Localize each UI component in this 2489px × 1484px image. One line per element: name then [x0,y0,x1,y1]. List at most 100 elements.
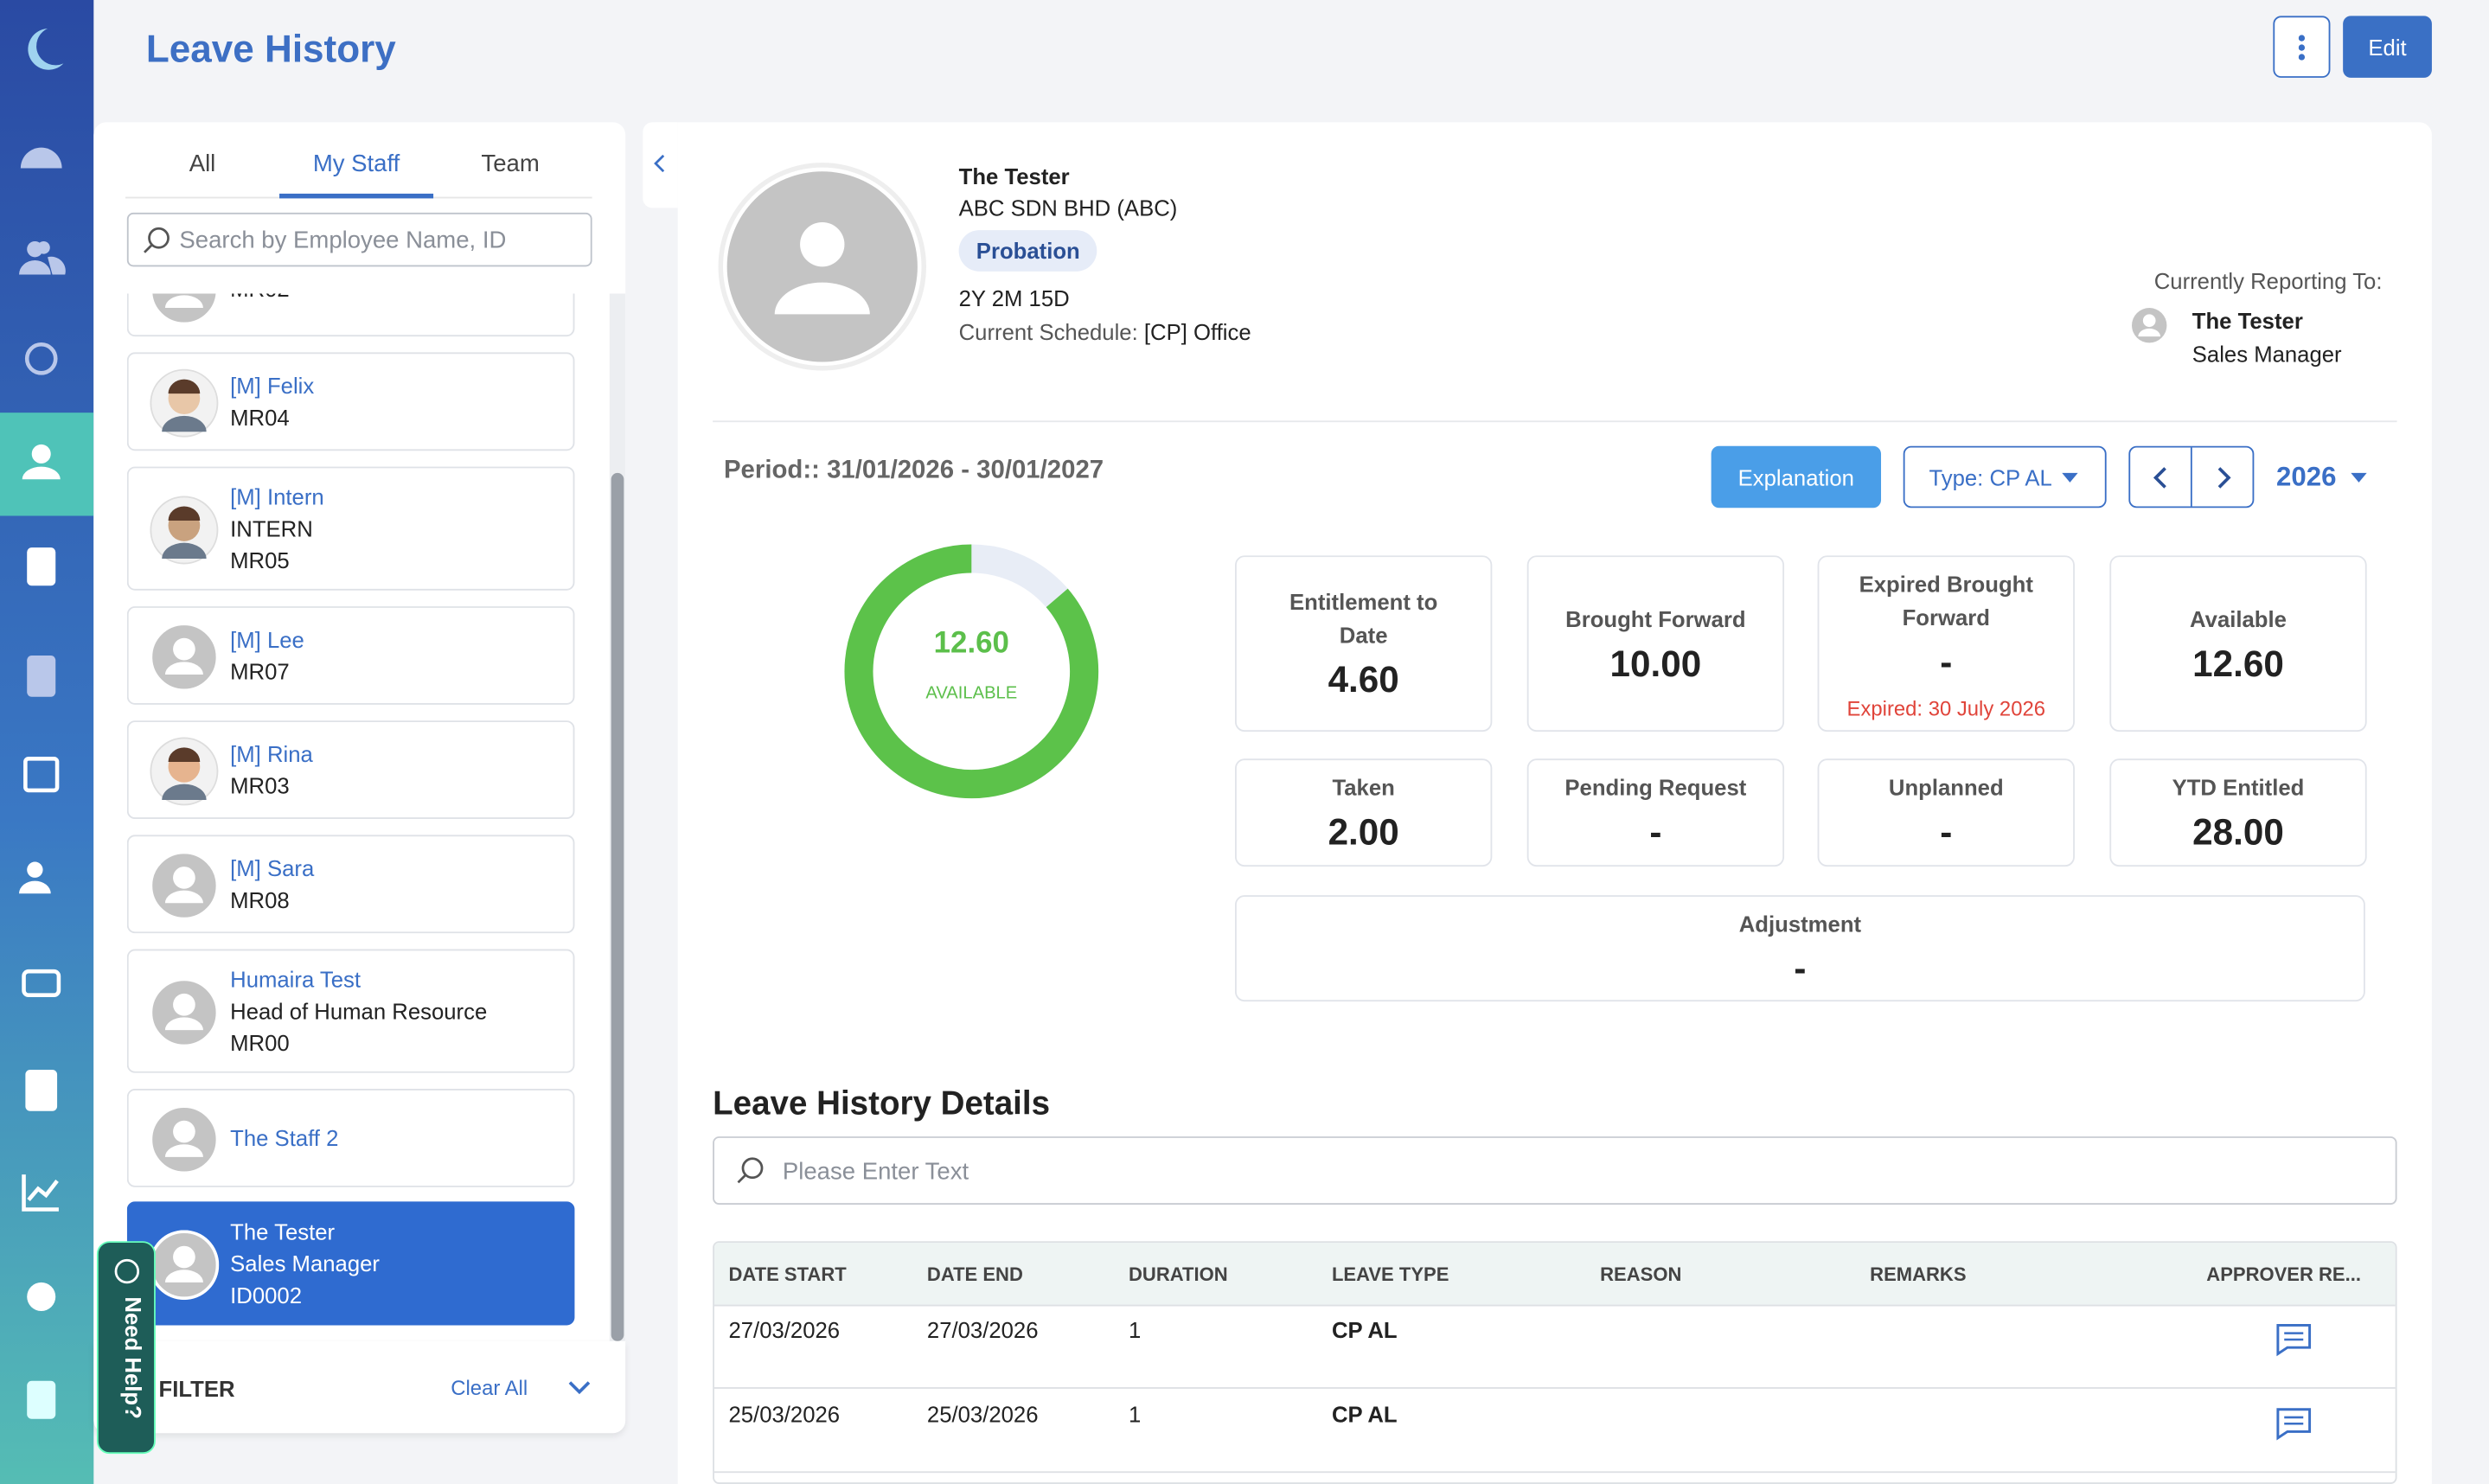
filter-toggle[interactable] [568,1379,591,1395]
staff-avatar [150,368,219,438]
help-tab[interactable]: Need Help? [96,1241,156,1455]
reporting-label: Currently Reporting To: [2153,268,2383,294]
staff-text: The Tester Sales Manager ID0002 [230,1203,380,1323]
active-nav [0,413,94,516]
period: Period:: 31/01/2026 - 30/01/2027 [723,457,1104,484]
column-header: DATE END [926,1263,1023,1286]
staff-item[interactable]: MR02 [126,293,575,337]
staff-name: [M] Sara [230,855,315,881]
stat-value: - [1794,946,1807,988]
nav-settings[interactable] [27,1282,56,1311]
column-header: DURATION [1129,1263,1228,1286]
profile-company: ABC SDN BHD (ABC) [958,195,1178,221]
more-icon [2298,34,2306,60]
details-search-icon [737,1157,764,1184]
staff-line: Head of Human Resource [230,998,488,1024]
explanation-button[interactable]: Explanation [1711,445,1882,509]
divider [713,420,2397,423]
details-search[interactable]: Please Enter Text [713,1136,2397,1205]
filter-bar: FILTER Clear All [93,1340,626,1434]
staff-text: [M] Sara MR08 [230,836,314,931]
more-button[interactable] [2273,16,2331,78]
edit-button[interactable]: Edit [2343,16,2432,78]
table-cell: CP AL [1331,1401,1398,1427]
staff-line: Sales Manager [230,1251,380,1276]
approver-remark-icon[interactable] [2275,1406,2313,1441]
schedule-value: [CP] Office [1143,318,1251,345]
tab[interactable]: My Staff [279,141,434,199]
nav-tasks[interactable] [27,655,56,697]
nav-dashboard[interactable] [20,147,62,169]
type-dropdown[interactable]: Type: CP AL [1903,445,2107,509]
stat-value: 28.00 [2192,810,2284,853]
table-header: DATE START DATE END DURATION LEAVE TYPE REAS… [713,1243,2396,1307]
staff-text: [M] Rina MR03 [230,722,313,817]
collapse-button[interactable] [643,122,678,208]
staff-search[interactable]: Search by Employee Name, ID [126,212,592,267]
donut-label: AVAILABLE [925,684,1018,704]
nav-reports[interactable] [23,756,60,793]
tab[interactable]: Team [481,150,540,178]
staff-text: [M] Intern INTERN MR05 [230,468,324,588]
stat-card: Unplanned - [1817,758,2075,867]
profile-name: The Tester [958,163,1070,189]
nav-leave[interactable] [31,444,51,464]
staff-text: [M] Felix MR04 [230,354,314,449]
year-dropdown[interactable]: 2026 [2276,462,2371,494]
staff-item[interactable]: The Tester Sales Manager ID0002 [126,1201,575,1326]
stat-label: Entitlement to Date [1289,588,1438,648]
help-label: Need Help? [120,1296,146,1419]
stat-value: - [1649,810,1662,853]
scroll-thumb[interactable] [611,472,624,1341]
stat-card: Brought Forward 10.00 [1526,555,1785,732]
nav-add-user[interactable] [27,861,43,878]
staff-item[interactable]: [M] Rina MR03 [126,720,575,820]
stat-label: Unplanned [1888,774,2004,800]
stat-card: Adjustment - [1234,895,2365,1002]
staff-line: ID0002 [230,1282,303,1308]
available-donut [844,544,1099,799]
nav-download[interactable] [27,1380,56,1419]
nav-payroll[interactable] [27,547,56,586]
nav-history[interactable] [24,342,58,375]
staff-item[interactable]: [M] Intern INTERN MR05 [126,466,575,591]
details-search-placeholder: Please Enter Text [782,1158,969,1186]
clear-all[interactable]: Clear All [451,1376,528,1400]
staff-name: The Staff 2 [230,1125,339,1151]
approver-remark-icon[interactable] [2275,1322,2313,1357]
staff-avatar [149,293,220,326]
year-pager [2128,445,2255,509]
staff-line: MR07 [230,658,290,685]
staff-item[interactable]: Humaira Test Head of Human Resource MR00 [126,949,575,1073]
stat-value: 2.00 [1328,810,1399,853]
staff-item[interactable]: [M] Lee MR07 [126,606,575,705]
stat-value: - [1940,810,1953,853]
staff-name: [M] Rina [230,741,313,767]
profile-tenure: 2Y 2M 15D [958,285,1070,311]
sidebar-icons [0,29,94,1419]
stat-card: Available 12.60 [2109,555,2367,732]
nav-documents[interactable] [25,1069,58,1111]
staff-item[interactable]: [M] Felix MR04 [126,352,575,451]
staff-avatar [149,1104,220,1175]
tab[interactable]: All [189,150,216,178]
nav-training[interactable] [22,969,61,998]
staff-name: [M] Intern [230,483,324,510]
staff-search-placeholder: Search by Employee Name, ID [179,227,507,254]
leave-table: DATE START DATE END DURATION LEAVE TYPE REAS… [713,1241,2397,1484]
staff-item[interactable]: The Staff 2 [126,1089,575,1187]
search-icon [144,227,170,253]
nav-analytics[interactable] [22,1174,59,1212]
staff-line: MR04 [230,404,290,431]
stat-value: - [1940,640,1953,682]
next-year[interactable] [2214,467,2233,489]
staff-text: Humaira Test Head of Human Resource MR00 [230,950,487,1071]
staff-item[interactable]: [M] Sara MR08 [126,835,575,934]
profile-avatar [718,163,926,371]
table-cell: 27/03/2026 [926,1317,1039,1343]
staff-name: The Tester [230,1219,336,1244]
prev-year[interactable] [2151,467,2170,489]
table-cell: 27/03/2026 [728,1317,841,1343]
